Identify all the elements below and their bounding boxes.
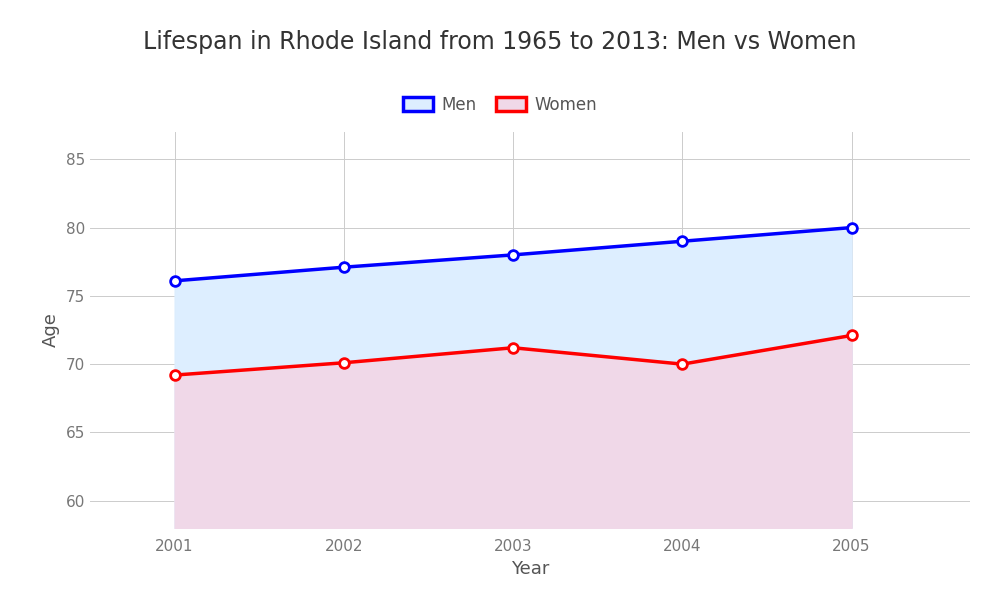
X-axis label: Year: Year xyxy=(511,560,549,578)
Y-axis label: Age: Age xyxy=(42,313,60,347)
Legend: Men, Women: Men, Women xyxy=(396,89,604,121)
Text: Lifespan in Rhode Island from 1965 to 2013: Men vs Women: Lifespan in Rhode Island from 1965 to 20… xyxy=(143,30,857,54)
